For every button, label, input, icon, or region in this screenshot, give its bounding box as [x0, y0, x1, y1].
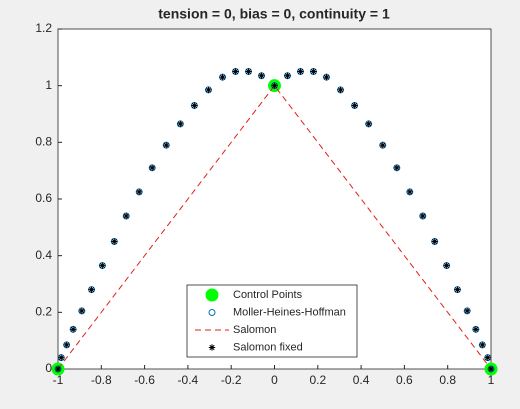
asterisk-marker [454, 286, 461, 293]
asterisk-marker [163, 141, 170, 149]
asterisk-marker [463, 307, 471, 315]
x-tick-label: -0.6 [134, 373, 155, 387]
asterisk-marker [111, 238, 118, 245]
asterisk-marker [393, 164, 401, 172]
x-tick-label: -1 [53, 373, 64, 387]
asterisk-marker [191, 102, 198, 109]
asterisk-marker [406, 188, 414, 196]
y-tick-label: 0.6 [35, 191, 52, 205]
y-tick-label: 1 [45, 78, 52, 92]
asterisk-marker [54, 365, 62, 373]
legend-label: Salomon fixed [233, 341, 303, 353]
asterisk-marker [323, 73, 330, 81]
asterisk-marker [232, 68, 239, 75]
asterisk-marker [472, 326, 480, 333]
asterisk-marker [99, 262, 106, 269]
legend-swatch [205, 288, 219, 302]
legend-swatch [208, 309, 216, 316]
legend-label: Salomon [233, 324, 276, 336]
asterisk-marker [337, 86, 344, 94]
legend-label: Moller-Heines-Hoffman [233, 306, 346, 318]
asterisk-marker [484, 354, 491, 361]
asterisk-marker [58, 354, 65, 361]
asterisk-marker [379, 141, 386, 149]
asterisk-marker [88, 286, 95, 293]
asterisk-marker [219, 73, 226, 81]
asterisk-marker [419, 212, 427, 220]
y-tick-label: 0 [45, 361, 52, 375]
asterisk-marker [479, 341, 486, 349]
x-tick-label: -0.4 [178, 373, 199, 387]
asterisk-marker [177, 120, 184, 128]
salomon-line [57, 84, 492, 370]
asterisk-marker [487, 365, 495, 373]
legend-label: Control Points [233, 289, 303, 301]
x-tick-label: 0 [271, 373, 278, 387]
asterisk-marker [245, 68, 252, 75]
x-tick-label: 1 [488, 373, 495, 387]
y-tick-label: 0.2 [35, 305, 52, 319]
x-tick-label: 0.8 [439, 373, 456, 387]
x-tick-label: -0.8 [91, 373, 112, 387]
asterisk-marker [63, 341, 70, 349]
asterisk-marker [284, 72, 291, 79]
asterisk-marker [365, 120, 372, 128]
asterisk-marker [69, 326, 77, 333]
asterisk-marker [78, 307, 86, 315]
asterisk-marker [431, 238, 438, 245]
asterisk-marker [443, 262, 450, 269]
asterisk-marker [271, 82, 278, 89]
asterisk-marker [205, 86, 212, 94]
y-tick-label: 0.8 [35, 135, 52, 149]
asterisk-marker [148, 164, 156, 172]
asterisk-marker [258, 72, 265, 79]
asterisk-marker [351, 102, 358, 109]
x-tick-label: 0.6 [396, 373, 413, 387]
asterisk-marker [122, 212, 130, 220]
y-tick-label: 1.2 [35, 21, 52, 35]
legend-swatch [208, 344, 216, 351]
y-tick-label: 0.4 [35, 248, 52, 262]
x-tick-label: 0.4 [353, 373, 370, 387]
chart-title: tension = 0, bias = 0, continuity = 1 [158, 6, 390, 22]
asterisk-marker [135, 188, 143, 196]
asterisk-marker [297, 68, 304, 75]
x-tick-label: 0.2 [309, 373, 326, 387]
asterisk-marker [310, 68, 317, 75]
x-tick-label: -0.2 [221, 373, 242, 387]
